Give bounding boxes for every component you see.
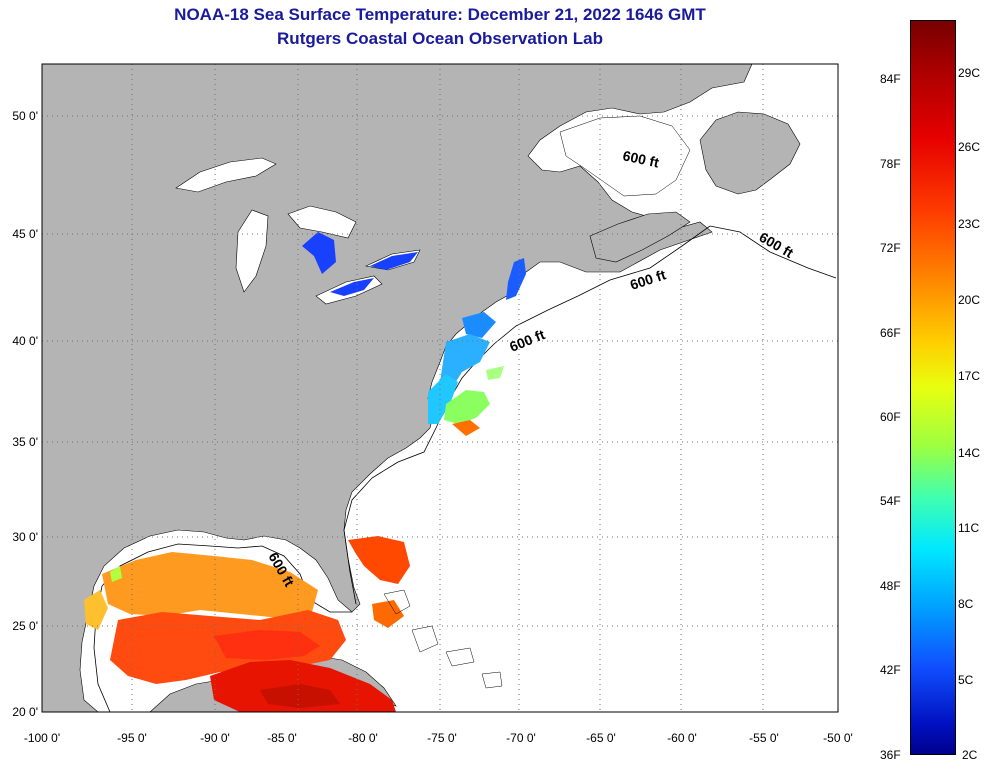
contour-label: 600 ft xyxy=(621,147,660,170)
colorbar-f-label: 66F xyxy=(880,326,901,340)
colorbar-f-label: 72F xyxy=(880,241,901,255)
lon-tick-label: -55 0' xyxy=(749,731,779,745)
colorbar-c-label: 14C xyxy=(958,446,981,460)
colorbar-f-label: 78F xyxy=(880,157,901,171)
colorbar-c-label: 11C xyxy=(958,521,980,535)
lon-tick-label: -70 0' xyxy=(506,731,536,745)
lat-tick-label: 35 0' xyxy=(12,435,38,449)
graticule xyxy=(42,64,838,712)
newfoundland xyxy=(699,111,801,195)
colorbar-c-label: 8C xyxy=(958,597,974,611)
sst-coastal-patches xyxy=(428,258,526,436)
gulf-st-lawrence xyxy=(559,115,691,197)
lon-tick-label: -75 0' xyxy=(427,731,457,745)
colorbar-f-label: 84F xyxy=(880,72,901,86)
colorbar-c-label: 29C xyxy=(958,66,981,80)
lon-tick-label: -85 0' xyxy=(267,731,297,745)
lat-tick-label: 20 0' xyxy=(12,705,38,719)
colorbar xyxy=(910,20,956,755)
sst-florida-atlantic xyxy=(348,536,410,628)
colorbar-f-label: 42F xyxy=(880,663,901,677)
colorbar-c-label: 26C xyxy=(958,140,981,154)
colorbar-c-label: 20C xyxy=(958,293,981,307)
lat-tick-label: 25 0' xyxy=(12,619,38,633)
lake-sst xyxy=(302,232,418,296)
lat-tick-label: 50 0' xyxy=(12,109,38,123)
lat-ticks: 50 0' 45 0' 40 0' 35 0' 30 0' 25 0' 20 0… xyxy=(12,109,38,719)
colorbar-c-label: 5C xyxy=(958,673,974,687)
lat-tick-label: 45 0' xyxy=(12,227,38,241)
lon-tick-label: -95 0' xyxy=(117,731,147,745)
colorbar-c-label: 17C xyxy=(958,369,981,383)
map-title: NOAA-18 Sea Surface Temperature: Decembe… xyxy=(174,5,706,24)
lon-tick-label: -90 0' xyxy=(200,731,230,745)
lon-tick-label: -80 0' xyxy=(348,731,378,745)
lon-tick-label: -60 0' xyxy=(667,731,697,745)
map-frame xyxy=(41,63,839,713)
colorbar-f-label: 48F xyxy=(880,579,901,593)
map-subtitle: Rutgers Coastal Ocean Observation Lab xyxy=(277,29,603,48)
bahamas xyxy=(383,589,503,689)
lon-tick-label: -50 0' xyxy=(823,731,853,745)
lon-ticks: -100 0' -95 0' -90 0' -85 0' -80 0' -75 … xyxy=(24,731,853,745)
colorbar-c-label: 2C xyxy=(962,748,978,762)
lon-tick-label: -100 0' xyxy=(24,731,60,745)
colorbar-f-label: 60F xyxy=(880,410,901,424)
lat-tick-label: 30 0' xyxy=(12,530,38,544)
sst-gulf-of-mexico xyxy=(84,552,396,712)
land-mass xyxy=(42,64,753,712)
colorbar-c-label: 23C xyxy=(958,217,981,231)
colorbar-f-label: 36F xyxy=(880,748,901,762)
lon-tick-label: -65 0' xyxy=(586,731,616,745)
lat-tick-label: 40 0' xyxy=(12,334,38,348)
colorbar-f-label: 54F xyxy=(880,494,901,508)
nova-scotia xyxy=(589,211,691,263)
